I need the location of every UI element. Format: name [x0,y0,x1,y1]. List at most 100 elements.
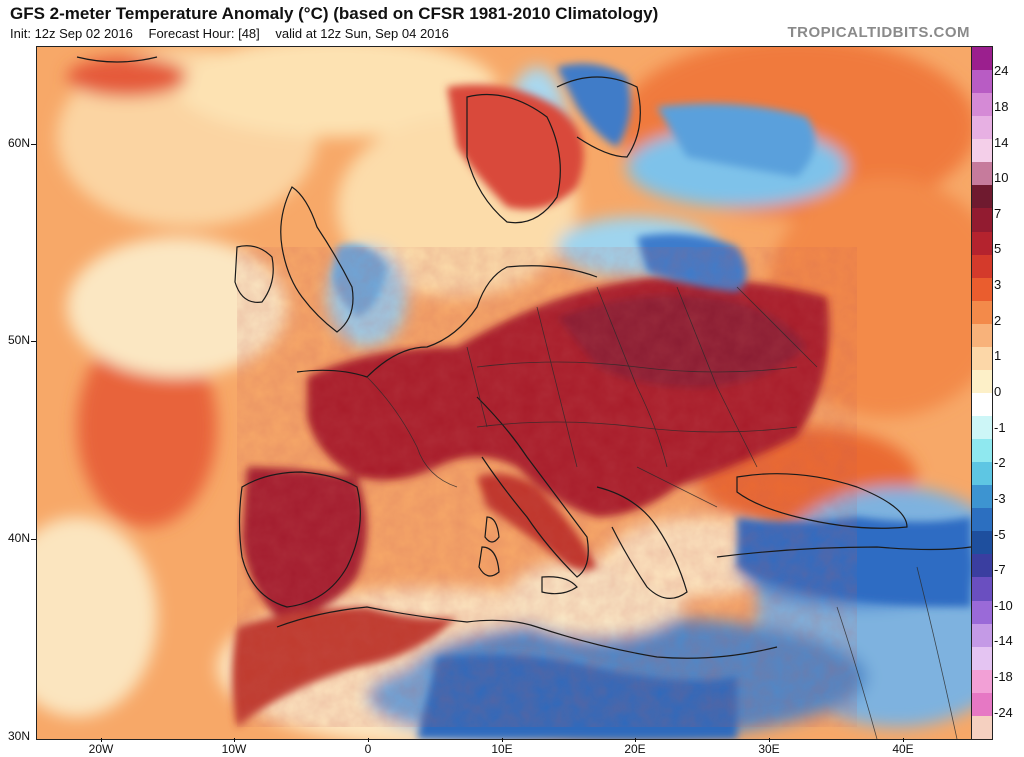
lon-label-20w: 20W [88,742,114,756]
border-line [476,421,798,433]
anomaly-colorbar [971,46,993,740]
colorbar-swatch [972,462,992,486]
colorbar-label: -7 [994,562,1006,578]
corsica-coast [484,516,500,543]
balkan-coast [596,486,688,599]
colorbar-swatch [972,346,992,370]
colorbar-label: -2 [994,455,1006,471]
lon-tick [502,738,503,742]
colorbar-swatch [972,416,992,440]
lon-label-10w: 10W [221,742,247,756]
country-borders [366,286,958,739]
init-time: Init: 12z Sep 02 2016 [10,26,133,41]
colorbar-swatch [972,300,992,324]
colorbar-swatch [972,623,992,647]
colorbar-label: -3 [994,490,1006,506]
ireland-coast [234,245,274,303]
lon-label-20e: 20E [624,742,646,756]
colorbar-label: -18 [994,669,1013,684]
scandinavia-coast [466,94,561,224]
anomaly-map [36,46,972,740]
north-africa-coast [276,606,778,659]
colorbar-label: -1 [994,419,1006,435]
lon-label-0: 0 [364,742,372,756]
colorbar-swatch [972,139,992,163]
lon-tick [903,738,904,742]
colorbar-swatch [972,162,992,186]
colorbar-label: 18 [994,98,1009,114]
iberia-coast [238,471,361,608]
border-line [676,286,758,468]
colorbar-swatch [972,439,992,463]
anatolia-coast [716,546,971,558]
colorbar-swatch [972,600,992,624]
lon-label-30e: 30E [758,742,780,756]
colorbar-swatch [972,554,992,578]
colorbar-swatch [972,254,992,278]
lat-tick [31,539,36,540]
black-sea-coast [736,473,908,529]
colorbar-label: 0 [994,384,1002,399]
border-line [736,286,818,368]
colorbar-swatch [972,669,992,693]
run-info: Init: 12z Sep 02 2016 Forecast Hour: [48… [10,26,461,41]
lon-label-40e: 40E [892,742,914,756]
iceland-coast [76,56,158,63]
colorbar-label: -5 [994,526,1006,542]
lat-label-30n: 30N [7,729,30,743]
colorbar-label: -14 [994,633,1013,649]
colorbar-label: -10 [994,597,1013,613]
sweden-finland-coast [556,76,641,158]
colorbar-swatch [972,531,992,555]
colorbar-swatch [972,508,992,532]
colorbar-label: -24 [994,704,1013,720]
colorbar-swatch [972,208,992,232]
great-britain-coast [280,186,354,333]
colorbar-swatch [972,70,992,94]
colorbar-swatch [972,369,992,393]
border-line [836,606,878,739]
colorbar-swatch [972,47,992,71]
border-line [466,346,488,428]
site-watermark: TROPICALTIDBITS.COM [787,24,970,41]
border-line [596,286,668,468]
sicily-coast [541,576,578,595]
colorbar-swatch [972,577,992,601]
coastlines [76,56,971,659]
map-canvas [37,47,971,739]
map-title: GFS 2-meter Temperature Anomaly (°C) (ba… [10,4,659,23]
lon-tick [234,738,235,742]
border-line [476,361,798,373]
lat-label-50n: 50N [7,333,30,347]
lat-label-60n: 60N [7,136,30,150]
sardinia-coast [478,546,500,577]
lon-label-10e: 10E [491,742,513,756]
north-coast [296,265,598,378]
border-line [366,376,458,488]
colorbar-swatch [972,277,992,301]
lon-tick [769,738,770,742]
colorbar-swatch [972,116,992,140]
italy-coast [476,396,589,578]
colorbar-label: 2 [994,312,1002,328]
lon-tick [101,738,102,742]
colorbar-label: 24 [994,63,1009,79]
forecast-hour: Forecast Hour: [48] [148,26,260,41]
colorbar-label: 10 [994,170,1009,186]
lon-tick [368,738,369,742]
lat-label-40n: 40N [7,531,30,545]
terrain-texture [237,247,857,727]
colorbar-swatch [972,231,992,255]
border-line [636,466,718,508]
colorbar-swatch [972,646,992,670]
colorbar-swatch [972,93,992,117]
colorbar-label: 1 [994,348,1002,364]
border-line [916,566,958,739]
lon-tick [635,738,636,742]
colorbar-label: 3 [994,277,1002,293]
colorbar-label: 7 [994,205,1002,221]
colorbar-swatch [972,485,992,509]
colorbar-label: 5 [994,241,1002,257]
colorbar-label: 14 [994,134,1009,150]
lat-tick [31,144,36,145]
